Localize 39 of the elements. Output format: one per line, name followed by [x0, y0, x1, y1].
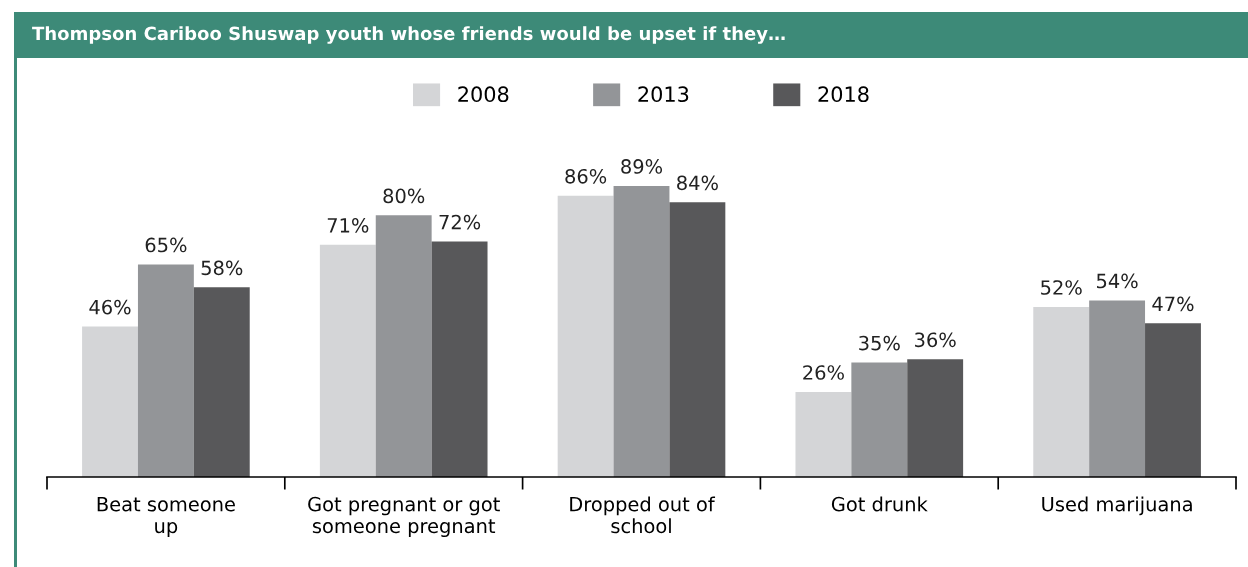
- data-label: 46%: [89, 299, 131, 315]
- data-label: 86%: [565, 168, 607, 184]
- x-tick-label: Got pregnant or got someone pregnant: [308, 496, 500, 538]
- bar: [613, 185, 670, 477]
- data-label: 47%: [1152, 296, 1194, 312]
- data-label: 54%: [1096, 273, 1138, 289]
- bar: [82, 326, 138, 477]
- bar: [907, 359, 964, 477]
- x-tick-label: Got drunk: [831, 496, 928, 512]
- bar: [375, 215, 432, 477]
- bar: [851, 362, 908, 477]
- data-label: 84%: [677, 175, 718, 191]
- data-label: 58%: [201, 260, 243, 276]
- bar: [137, 264, 194, 477]
- x-tick-label: Dropped out of school: [570, 496, 716, 534]
- chart-title: Thompson Cariboo Shuswap youth whose friends would be upset if they…: [32, 26, 785, 44]
- data-label: 65%: [145, 237, 187, 253]
- bar: [557, 195, 614, 477]
- bar: [319, 244, 376, 477]
- data-label: 72%: [439, 214, 481, 230]
- bar: [1145, 323, 1201, 477]
- x-tick-label: Used marijuana: [1042, 496, 1192, 516]
- legend-label: 2018: [818, 86, 869, 103]
- bar: [431, 241, 488, 477]
- x-tick-label: Beat someone up: [97, 497, 235, 538]
- data-label: 80%: [383, 188, 425, 204]
- bar: [1089, 300, 1146, 477]
- bar: [795, 391, 852, 477]
- data-label: 35%: [859, 335, 900, 351]
- bar: [669, 202, 726, 477]
- data-label: 89%: [621, 159, 663, 174]
- data-label: 26%: [803, 365, 844, 380]
- legend-label: 2013: [638, 86, 689, 103]
- data-label: 71%: [327, 217, 369, 233]
- bar: [193, 287, 250, 477]
- legend-label: 2008: [458, 86, 509, 103]
- bar: [1033, 306, 1090, 477]
- data-label: 52%: [1041, 280, 1082, 295]
- data-label: 36%: [915, 332, 956, 348]
